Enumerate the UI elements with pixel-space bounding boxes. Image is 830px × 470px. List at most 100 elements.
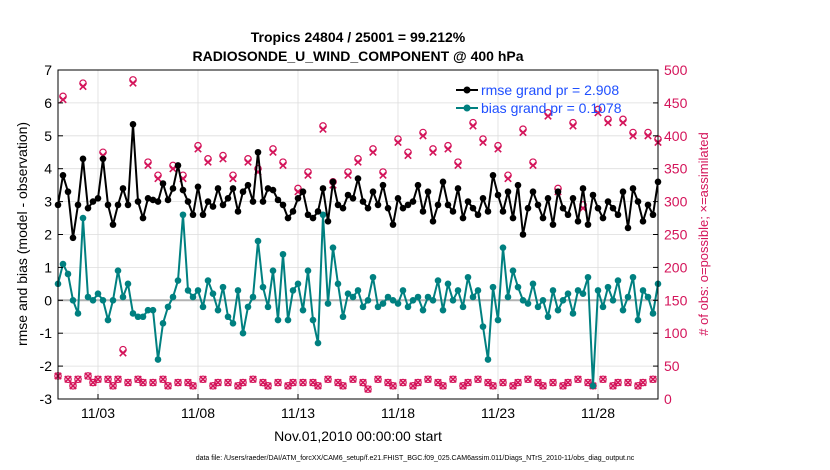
obs-assimilated-point <box>509 382 517 390</box>
rmse-point <box>164 196 172 204</box>
rmse-point <box>509 214 517 222</box>
rmse-point <box>124 201 132 209</box>
left-tick-label: 5 <box>44 128 52 144</box>
rmse-point <box>619 188 627 196</box>
left-tick-label: 6 <box>44 95 52 111</box>
rmse-series <box>54 120 662 242</box>
rmse-point <box>274 196 282 204</box>
bias-point <box>264 303 272 311</box>
right-tick-label: 100 <box>664 325 688 341</box>
bias-point <box>144 306 152 314</box>
rmse-point <box>204 198 212 205</box>
obs-possible-point <box>449 375 457 384</box>
obs-assimilated-point <box>569 122 577 130</box>
bias-point <box>649 310 657 317</box>
bias-point <box>579 290 587 298</box>
rmse-point <box>364 204 372 212</box>
footnote: data file: /Users/raeder/DAI/ATM_forcXX/… <box>196 455 635 462</box>
bias-point <box>529 280 537 288</box>
obs-assimilated-point <box>494 145 502 153</box>
rmse-point <box>259 198 267 205</box>
rmse-point <box>484 208 492 215</box>
rmse-point <box>419 208 427 215</box>
obs-assimilated-point <box>109 382 117 390</box>
rmse-point <box>254 148 262 156</box>
bias-point <box>569 310 577 317</box>
obs-assimilated-point <box>514 378 522 387</box>
x-tick-label: 11/18 <box>381 405 415 421</box>
obs-assimilated-point <box>184 378 192 387</box>
rmse-point <box>384 204 392 212</box>
obs-assimilated-point <box>239 378 247 387</box>
bias-point <box>479 323 487 330</box>
bias-point <box>459 303 467 311</box>
obs-assimilated-point <box>344 171 352 180</box>
bias-point <box>369 273 377 281</box>
bias-point <box>509 267 517 274</box>
bias-point <box>604 283 612 291</box>
x-tick-label: 11/23 <box>481 405 515 421</box>
bias-point <box>314 339 322 347</box>
left-tick-label: 3 <box>44 194 52 210</box>
obs-possible-point <box>499 378 507 387</box>
obs-assimilated-point <box>644 132 652 140</box>
rmse-point <box>534 201 542 209</box>
x-tick-label: 11/03 <box>81 405 115 421</box>
bias-point <box>374 303 382 311</box>
rmse-point <box>229 185 237 192</box>
rmse-point <box>304 211 312 219</box>
rmse-point <box>564 211 572 219</box>
rmse-point <box>529 188 537 196</box>
obs-possible-point <box>64 375 72 384</box>
bias-point <box>79 214 87 222</box>
obs-possible-point <box>324 375 332 384</box>
bias-point <box>594 287 602 294</box>
rmse-point <box>499 208 507 215</box>
right-tick-label: 250 <box>664 227 688 243</box>
rmse-point <box>629 185 637 192</box>
bias-point <box>409 297 417 304</box>
rmse-point <box>319 185 327 192</box>
bias-point <box>89 297 97 304</box>
obs-possible-point <box>374 375 382 384</box>
bias-point <box>434 277 442 284</box>
obs-possible-point <box>359 378 367 387</box>
obs-possible-point <box>299 378 307 387</box>
bias-point <box>464 273 472 281</box>
bias-point <box>359 303 367 311</box>
left-axis: -3 -2 -1 0 1 2 3 4 5 6 7 <box>40 62 63 407</box>
left-tick-label: 4 <box>44 161 52 177</box>
obs-possible-point <box>489 382 497 390</box>
rmse-point <box>279 201 287 209</box>
bias-point <box>419 306 427 314</box>
obs-possible-point <box>109 382 117 390</box>
bias-point <box>124 280 132 288</box>
bias-point <box>504 293 512 301</box>
bias-point <box>524 300 532 307</box>
bias-point <box>219 283 227 291</box>
obs-assimilated-point <box>174 378 182 387</box>
obs-assimilated-point <box>464 378 472 387</box>
bias-point <box>214 306 222 314</box>
bias-point <box>494 316 502 324</box>
rmse-point <box>249 198 257 205</box>
obs-assimilated-point <box>209 382 217 390</box>
rmse-point <box>634 198 642 205</box>
bias-point <box>584 273 592 281</box>
obs-possible-point <box>104 375 112 384</box>
rmse-point <box>179 186 187 194</box>
rmse-point <box>184 198 192 205</box>
bias-point <box>354 287 362 294</box>
rmse-point <box>154 198 162 205</box>
bias-series <box>54 211 662 390</box>
legend-rmse-label: rmse grand pr = 2.908 <box>481 82 619 98</box>
bias-point <box>204 277 212 284</box>
obs-assimilated-point <box>369 148 377 157</box>
bias-point <box>224 313 232 321</box>
obs-possible-point <box>149 378 157 387</box>
bias-point <box>554 306 562 314</box>
obs-assimilated-point <box>59 95 67 104</box>
obs-assimilated-point <box>104 375 112 384</box>
bias-point <box>449 297 457 304</box>
bias-point <box>69 297 77 304</box>
